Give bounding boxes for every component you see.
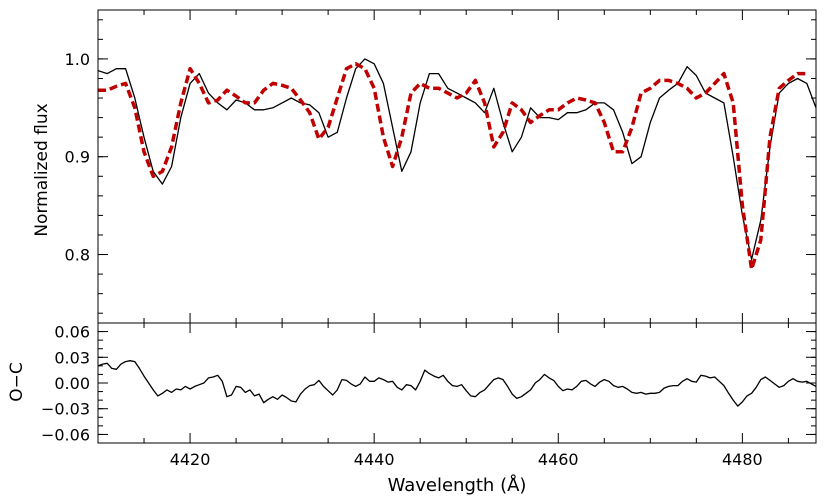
residual-y-tick-label: −0.06 — [41, 425, 90, 444]
residual-y-tick-label: 0.03 — [54, 348, 90, 367]
flux-y-tick-label: 1.0 — [65, 50, 90, 69]
flux-model-line — [98, 62, 807, 271]
residual-x-tick-label: 4420 — [170, 450, 211, 469]
residual-y-axis-label: O−C — [7, 362, 27, 402]
flux-plot-frame — [97, 9, 817, 324]
flux-x-axis — [97, 10, 789, 323]
residual-series — [98, 360, 816, 407]
residual-y-tick-label: −0.03 — [41, 400, 90, 419]
residual-plot-frame — [97, 322, 817, 444]
residual-x-tick-label: 4480 — [722, 450, 763, 469]
flux-series — [98, 58, 816, 271]
residual-panel: −0.06−0.030.000.030.06 4420 4440 4460 4480 … — [7, 322, 817, 496]
residual-y-tick-label: 0.06 — [54, 323, 90, 342]
residual-observed-line — [98, 360, 816, 407]
flux-observed-line — [98, 58, 816, 261]
residual-x-tick-label: 4440 — [354, 450, 395, 469]
flux-y-axis: 0.8 0.9 1.0 — [65, 19, 816, 314]
flux-y-tick-label: 0.8 — [65, 246, 90, 265]
residual-x-tick-label: 4460 — [538, 450, 579, 469]
flux-panel: 0.8 0.9 1.0 Normalized flux — [32, 9, 817, 324]
residual-x-axis: 4420 4440 4460 4480 — [97, 323, 789, 469]
flux-y-axis-label: Normalized flux — [32, 103, 52, 236]
flux-y-tick-label: 0.9 — [65, 148, 90, 167]
residual-y-tick-label: 0.00 — [54, 374, 90, 393]
x-axis-label: Wavelength (Å) — [388, 474, 527, 496]
residual-y-axis: −0.06 −0.03 0.00 0.03 0.06 — [41, 322, 816, 444]
